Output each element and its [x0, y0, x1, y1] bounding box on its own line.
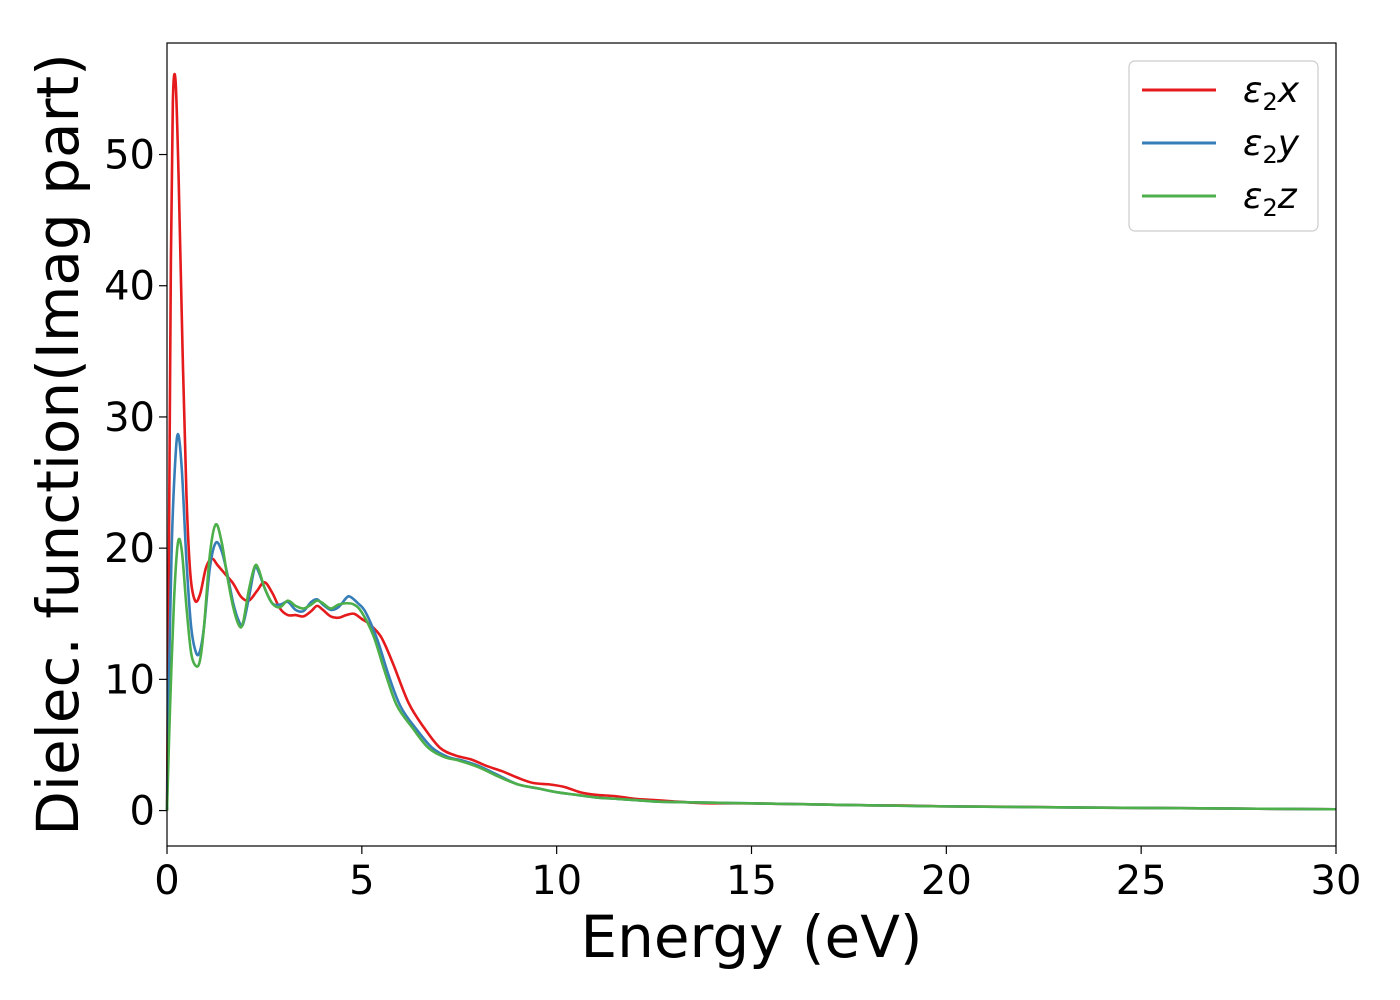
- y-tick-label: 20: [104, 526, 155, 572]
- y-tick-label: 40: [104, 264, 155, 310]
- x-tick-label: 30: [1311, 858, 1362, 904]
- x-tick-label: 5: [349, 858, 374, 904]
- y-axis-title: Dielec. function(Imag part): [24, 53, 92, 836]
- legend-label-x: ε2x: [1243, 70, 1300, 116]
- y-tick-label: 50: [104, 133, 155, 179]
- x-tick-label: 0: [154, 858, 179, 904]
- x-tick-label: 10: [531, 858, 582, 904]
- legend-label-y: ε2y: [1243, 123, 1300, 169]
- x-axis-title: Energy (eV): [580, 903, 922, 971]
- y-tick-label: 10: [104, 657, 155, 703]
- legend-box: [1128, 60, 1319, 232]
- series-layer: [165, 72, 1337, 811]
- x-tick-label: 20: [921, 858, 972, 904]
- x-tick-label: 25: [1116, 858, 1167, 904]
- legend-label-z: ε2z: [1243, 176, 1298, 222]
- series-line-z: [165, 522, 1337, 811]
- y-axis-ticks: 0 10 20 30 40 50: [104, 133, 167, 835]
- y-tick-label: 0: [130, 789, 155, 835]
- y-tick-label: 30: [104, 395, 155, 441]
- x-tick-label: 15: [726, 858, 777, 904]
- legend: ε2x ε2y ε2z: [1128, 60, 1319, 232]
- x-axis-ticks: 0 5 10 15 20 25 30: [154, 846, 1361, 904]
